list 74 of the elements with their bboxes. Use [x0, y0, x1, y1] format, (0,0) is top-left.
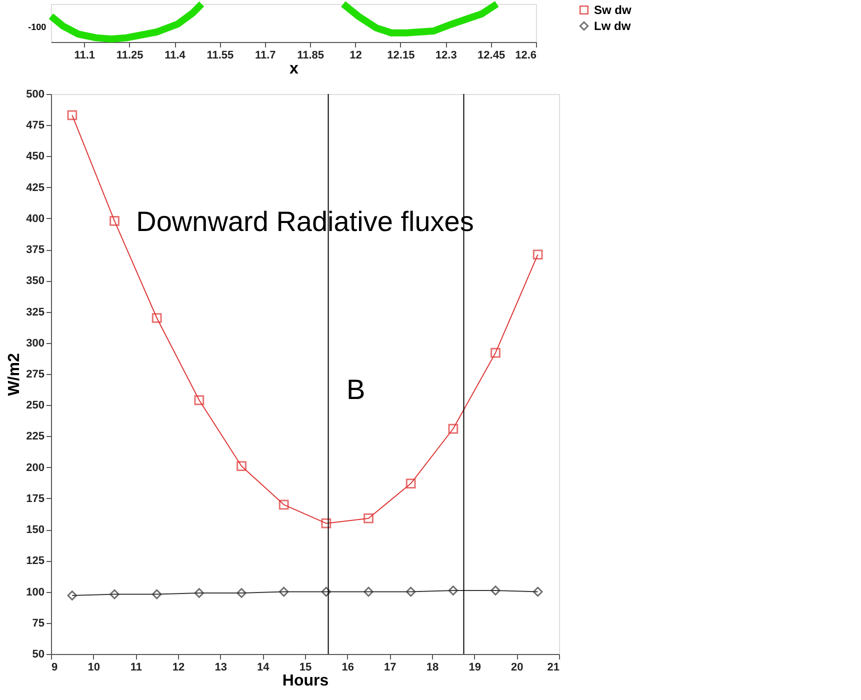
x-tick-label: 9 [52, 662, 58, 674]
point [67, 110, 78, 120]
y-tick-label: 175 [26, 492, 44, 505]
point [194, 588, 204, 598]
x-tick-label: 12.15 [387, 50, 415, 62]
point [278, 586, 289, 597]
y-tick-label: 375 [26, 244, 44, 256]
x-tick-label: 12.45 [478, 50, 506, 62]
point [278, 500, 289, 510]
x-tick-label: 11.85 [297, 50, 324, 62]
point [152, 313, 162, 323]
point [321, 586, 332, 597]
y-tick-label: 350 [26, 275, 44, 288]
point [490, 348, 500, 358]
x-tick-label: 21 [547, 662, 560, 674]
point [152, 589, 162, 600]
point [321, 518, 332, 528]
x-tick-label: 11.7 [254, 50, 276, 62]
x-tick-label: 11.55 [206, 50, 234, 62]
y-tick-label: 75 [32, 617, 44, 630]
y-tick-label: 200 [26, 462, 44, 474]
x-tick-label: 14 [257, 662, 270, 674]
legend-label: Lw dw [594, 19, 632, 33]
x-tick-label: 20 [511, 662, 524, 674]
x-tick-label: 12.6 [515, 50, 536, 62]
point [110, 589, 120, 600]
point [532, 586, 543, 597]
point [364, 513, 374, 524]
y-tick-label: 450 [26, 150, 44, 163]
y-tick-label: 100 [26, 586, 44, 598]
x-tick-label: 12 [172, 662, 185, 674]
x-tick-label: 11.4 [164, 50, 186, 62]
x-axis-title: Hours [282, 672, 329, 690]
x-tick-label: 11.25 [116, 50, 144, 62]
y-tick-label: 400 [26, 212, 44, 225]
text: -100 [28, 22, 46, 32]
y-tick-label: 125 [26, 555, 44, 568]
point [364, 586, 374, 597]
x-tick-label: 10 [88, 662, 100, 674]
y-tick-label: 300 [26, 337, 44, 350]
y-tick-label: 250 [26, 400, 44, 412]
x-tick-label: 11.1 [74, 50, 96, 62]
point [448, 424, 458, 434]
point [490, 586, 500, 596]
x-tick-label: 12.3 [435, 50, 457, 62]
x-tick-label: 15 [299, 662, 312, 674]
point [532, 250, 543, 260]
y-tick-label: 50 [32, 648, 44, 660]
point [236, 588, 246, 598]
x-tick-label: 12 [350, 50, 362, 62]
x-tick-label: 19 [468, 662, 481, 674]
x-axis-title: x [290, 60, 299, 78]
point [406, 586, 416, 597]
x-tick-label: 17 [384, 662, 396, 674]
y-tick-label: 425 [26, 182, 44, 194]
y-tick-label: 225 [26, 430, 44, 443]
y-tick-label: 475 [26, 120, 44, 132]
x-tick-label: 16 [342, 662, 354, 674]
point [67, 590, 78, 600]
point [236, 461, 246, 472]
point [110, 216, 120, 226]
y-tick-label: 150 [26, 524, 44, 536]
x-tick-label: 18 [426, 662, 439, 674]
x-tick-label: 11 [130, 662, 142, 674]
y-tick-label: 325 [26, 306, 44, 318]
y-tick-label: 500 [26, 88, 44, 100]
y-axis-title: W/m2 [6, 353, 24, 396]
point [448, 586, 458, 596]
point [406, 478, 416, 488]
x-tick-label: 13 [214, 662, 227, 674]
annotation: B [346, 374, 366, 405]
legend-label: Sw dw [594, 3, 632, 17]
y-tick-label: 275 [26, 368, 44, 380]
point [194, 395, 204, 406]
